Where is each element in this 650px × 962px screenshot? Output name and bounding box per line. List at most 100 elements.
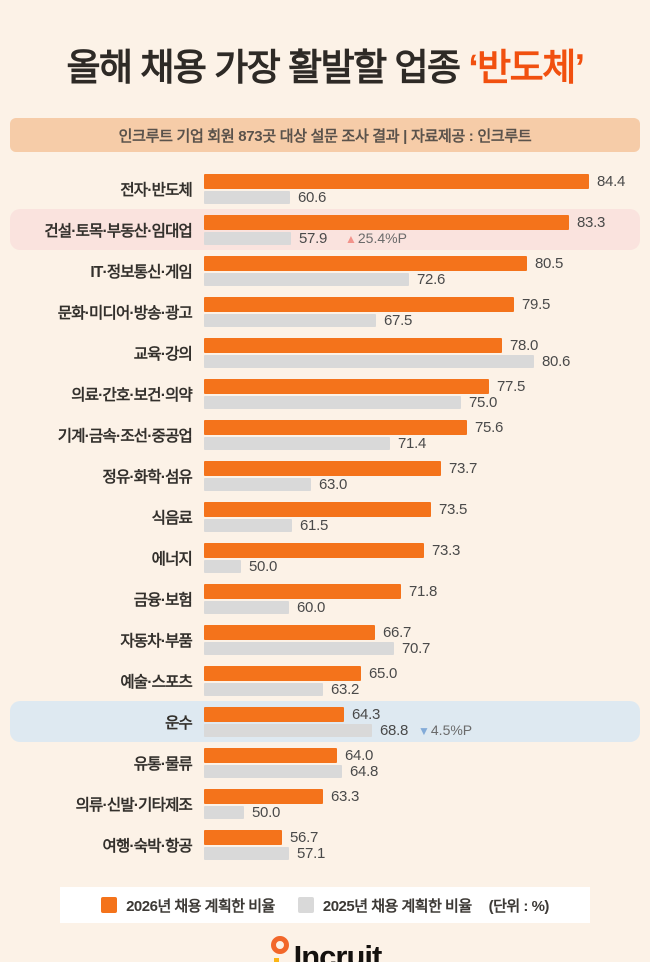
bar-group: 77.5 75.0	[204, 377, 640, 411]
bar-group: 66.7 70.7	[204, 624, 640, 657]
bar-2025	[204, 805, 244, 819]
bar-chart: 전자·반도체 84.4 60.6 건설·토목·부동산·임대업 83.3	[0, 168, 650, 865]
bar-2025	[204, 477, 311, 491]
value-2026: 73.7	[449, 459, 477, 477]
value-2026: 63.3	[331, 787, 359, 805]
category-label: 정유·화학·섬유	[102, 468, 193, 486]
bar-2025	[204, 436, 390, 450]
value-2026: 80.5	[535, 254, 563, 272]
page-title-highlight: ‘반도체’	[468, 47, 585, 88]
bar-2026	[204, 747, 337, 763]
bar-2026	[204, 214, 569, 230]
value-2026: 65.0	[369, 664, 397, 682]
change-annotation: ▲25.4%P	[345, 230, 407, 246]
survey-source-text: 인크루트 기업 회원 873곳 대상 설문 조사 결과 | 자료제공 : 인크루…	[118, 127, 532, 145]
value-2025: 63.2	[331, 680, 359, 698]
chart-legend: 2026년 채용 계획한 비율 2025년 채용 계획한 비율 (단위 : %)	[60, 887, 590, 923]
change-marker-icon: ▼	[418, 724, 430, 738]
value-2026: 64.0	[345, 746, 373, 764]
category-label: 운수	[165, 714, 193, 732]
chart-row: 교육·강의 78.0 80.6	[10, 332, 640, 373]
bar-2026	[204, 542, 424, 558]
bar-2025	[204, 764, 342, 778]
bar-group: 78.0 80.6	[204, 336, 640, 370]
logo-l-icon	[273, 958, 289, 962]
value-2025: 63.0	[319, 475, 347, 493]
value-2025: 72.6	[417, 270, 445, 288]
bar-2026	[204, 583, 401, 599]
bar-2026	[204, 419, 467, 435]
chart-row: 기계·금속·조선·중공업 75.6 71.4	[10, 414, 640, 455]
value-2026: 75.6	[475, 418, 503, 436]
chart-row: 식음료 73.5 61.5	[10, 496, 640, 537]
chart-row: 전자·반도체 84.4 60.6	[10, 168, 640, 209]
category-label: 기계·금속·조선·중공업	[57, 427, 193, 445]
category-label: 식음료	[151, 509, 193, 527]
value-2026: 78.0	[510, 336, 538, 354]
chart-row: 운수 64.3 68.8 ▼4.5%P	[10, 701, 640, 742]
chart-row: 금융·보험 71.8 60.0	[10, 578, 640, 619]
category-label: 에너지	[151, 550, 193, 568]
bar-group: 73.5 61.5	[204, 501, 640, 534]
change-value: 25.4%P	[357, 230, 407, 246]
incruit-logo-text: Incruit	[293, 939, 383, 962]
bar-group: 63.3 50.0	[204, 787, 640, 821]
change-annotation: ▼4.5%P	[418, 722, 472, 738]
value-2026: 73.3	[432, 541, 460, 559]
bar-group: 64.0 64.8	[204, 746, 640, 780]
page-title: 올해 채용 가장 활발할 업종 ‘반도체’	[0, 0, 650, 94]
bar-group: 83.3 57.9 ▲25.4%P	[204, 213, 640, 247]
bar-2025	[204, 231, 291, 245]
bar-2026	[204, 706, 344, 722]
category-label: 의료·간호·보건·의약	[71, 386, 193, 404]
category-label: 자동차·부품	[120, 632, 192, 650]
chart-row: 에너지 73.3 50.0	[10, 537, 640, 578]
bar-2025	[204, 395, 461, 409]
bar-2026	[204, 829, 282, 845]
bar-2025	[204, 723, 372, 737]
bar-2026	[204, 296, 514, 312]
value-2026: 71.8	[409, 582, 437, 600]
value-2025: 50.0	[249, 557, 277, 575]
page-title-prefix: 올해 채용 가장 활발할 업종	[66, 47, 469, 88]
bar-2025	[204, 846, 289, 860]
change-marker-icon: ▲	[345, 232, 357, 246]
value-2026: 77.5	[497, 377, 525, 395]
bar-group: 73.7 63.0	[204, 459, 640, 493]
chart-row: 의류·신발·기타제조 63.3 50.0	[10, 783, 640, 824]
legend-unit-label: (단위 : %)	[488, 897, 550, 915]
chart-row: 예술·스포츠 65.0 63.2	[10, 660, 640, 701]
value-2025: 68.8	[380, 721, 408, 739]
bar-2026	[204, 460, 441, 476]
survey-source-banner: 인크루트 기업 회원 873곳 대상 설문 조사 결과 | 자료제공 : 인크루…	[10, 118, 640, 152]
bar-2026	[204, 337, 502, 353]
category-label: 문화·미디어·방송·광고	[57, 304, 193, 322]
value-2026: 83.3	[577, 213, 605, 231]
bar-group: 80.5 72.6	[204, 254, 640, 288]
bar-group: 71.8 60.0	[204, 582, 640, 616]
value-2026: 56.7	[290, 828, 318, 846]
incruit-symbol-icon	[269, 935, 293, 962]
chart-row: 여행·숙박·항공 56.7 57.1	[10, 824, 640, 865]
chart-row: 의료·간호·보건·의약 77.5 75.0	[10, 373, 640, 414]
category-label: 금융·보험	[133, 591, 193, 609]
value-2025: 60.0	[297, 598, 325, 616]
category-label: 예술·스포츠	[120, 673, 192, 691]
value-2025: 64.8	[350, 762, 378, 780]
bar-2025	[204, 354, 534, 368]
category-label: 교육·강의	[133, 345, 193, 363]
bar-group: 65.0 63.2	[204, 664, 640, 698]
value-2025: 61.5	[300, 516, 328, 534]
legend-label-2025: 2025년 채용 계획한 비율	[322, 897, 472, 915]
bar-group: 64.3 68.8 ▼4.5%P	[204, 705, 640, 739]
value-2025: 80.6	[542, 352, 570, 370]
chart-row: 건설·토목·부동산·임대업 83.3 57.9 ▲25.4%P	[10, 209, 640, 250]
value-2025: 57.9	[299, 229, 327, 247]
bar-2026	[204, 501, 431, 517]
category-label: IT·정보통신·게임	[90, 263, 192, 281]
value-2025: 70.7	[402, 639, 430, 657]
legend-label-2026: 2026년 채용 계획한 비율	[126, 897, 275, 915]
value-2025: 57.1	[297, 844, 325, 862]
value-2026: 64.3	[352, 705, 380, 723]
